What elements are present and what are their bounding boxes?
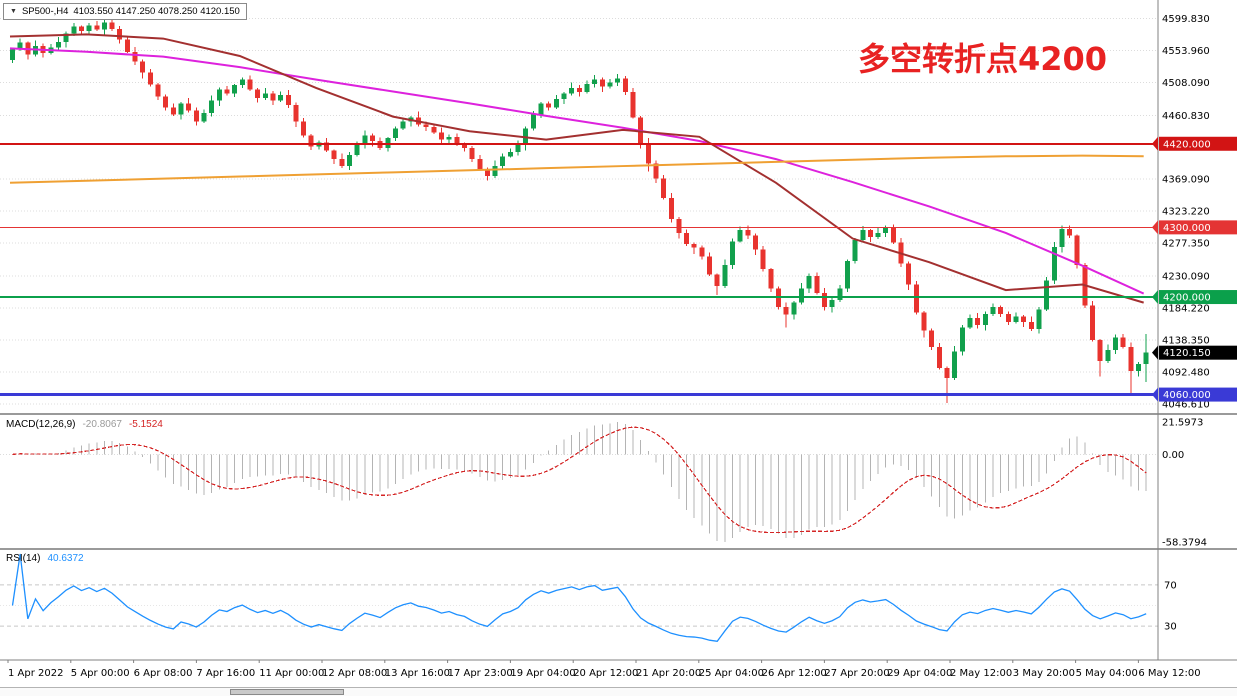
svg-text:1 Apr 2022: 1 Apr 2022 — [8, 668, 63, 679]
svg-text:4369.090: 4369.090 — [1162, 175, 1210, 186]
svg-text:21 Apr 20:00: 21 Apr 20:00 — [636, 668, 701, 679]
svg-text:4599.830: 4599.830 — [1162, 14, 1210, 25]
svg-text:4508.090: 4508.090 — [1162, 78, 1210, 89]
grid — [0, 17, 1158, 405]
svg-text:27 Apr 20:00: 27 Apr 20:00 — [824, 668, 889, 679]
horizontal-level-lines[interactable] — [0, 142, 1158, 397]
svg-text:4138.350: 4138.350 — [1162, 335, 1210, 346]
rsi-value: 40.6372 — [47, 553, 84, 564]
svg-text:4277.350: 4277.350 — [1162, 239, 1210, 250]
svg-text:4420.000: 4420.000 — [1163, 139, 1211, 150]
horizontal-scrollbar[interactable] — [0, 687, 1237, 696]
svg-text:11 Apr 00:00: 11 Apr 00:00 — [259, 668, 324, 679]
svg-text:21.5973: 21.5973 — [1162, 418, 1203, 429]
chart-title-box[interactable]: ▼ SP500-,H4 4103.550 4147.250 4078.250 4… — [3, 3, 247, 20]
svg-text:25 Apr 04:00: 25 Apr 04:00 — [699, 668, 764, 679]
svg-text:29 Apr 04:00: 29 Apr 04:00 — [887, 668, 952, 679]
svg-text:70: 70 — [1164, 580, 1177, 591]
svg-text:4300.000: 4300.000 — [1163, 223, 1211, 234]
svg-text:0.00: 0.00 — [1162, 450, 1184, 461]
svg-text:4553.960: 4553.960 — [1162, 46, 1210, 57]
rsi-name: RSI(14) — [6, 553, 41, 564]
svg-text:3 May 20:00: 3 May 20:00 — [1013, 668, 1075, 679]
svg-text:-58.3794: -58.3794 — [1162, 538, 1207, 549]
svg-text:4046.610: 4046.610 — [1162, 399, 1210, 410]
macd-panel — [0, 422, 1158, 542]
svg-text:4323.220: 4323.220 — [1162, 207, 1210, 218]
svg-text:7 Apr 16:00: 7 Apr 16:00 — [196, 668, 255, 679]
ma-magenta — [9, 47, 1145, 295]
svg-text:2 May 12:00: 2 May 12:00 — [950, 668, 1012, 679]
annotation-text: 多空转折点4200 — [858, 40, 1108, 78]
svg-text:6 Apr 08:00: 6 Apr 08:00 — [134, 668, 193, 679]
macd-value: -20.8067 — [82, 419, 122, 430]
price-axis[interactable]: 4599.830 4553.960 4508.090 4460.830 4369.090… — [1152, 14, 1237, 633]
macd-indicator-label: MACD(12,26,9) -20.8067 -5.1524 — [6, 419, 163, 430]
macd-signal-value: -5.1524 — [128, 419, 163, 430]
ma-darkred — [9, 33, 1144, 304]
svg-text:4060.000: 4060.000 — [1163, 390, 1211, 401]
svg-text:13 Apr 16:00: 13 Apr 16:00 — [385, 668, 450, 679]
svg-text:4230.090: 4230.090 — [1162, 272, 1210, 283]
ohlc-quote: 4103.550 4147.250 4078.250 4120.150 — [73, 6, 240, 17]
symbol-period-label: SP500-,H4 — [21, 6, 69, 17]
svg-text:17 Apr 23:00: 17 Apr 23:00 — [448, 668, 513, 679]
svg-text:30: 30 — [1164, 622, 1177, 633]
svg-text:12 Apr 08:00: 12 Apr 08:00 — [322, 668, 387, 679]
time-axis[interactable]: 1 Apr 2022 5 Apr 00:00 6 Apr 08:00 7 Apr 16… — [0, 659, 1237, 679]
svg-text:19 Apr 04:00: 19 Apr 04:00 — [510, 668, 575, 679]
svg-text:6 May 12:00: 6 May 12:00 — [1138, 668, 1200, 679]
svg-text:5 Apr 00:00: 5 Apr 00:00 — [71, 668, 130, 679]
svg-text:4200.000: 4200.000 — [1163, 293, 1211, 304]
svg-text:26 Apr 12:00: 26 Apr 12:00 — [762, 668, 827, 679]
svg-text:4120.150: 4120.150 — [1163, 348, 1211, 359]
svg-text:4460.830: 4460.830 — [1162, 111, 1210, 122]
scrollbar-thumb[interactable] — [230, 689, 344, 695]
rsi-indicator-label: RSI(14) 40.6372 — [6, 553, 84, 564]
symbol-dropdown-icon[interactable]: ▼ — [10, 8, 17, 15]
svg-text:4184.220: 4184.220 — [1162, 304, 1210, 315]
macd-name: MACD(12,26,9) — [6, 419, 76, 430]
panel-separators[interactable] — [0, 0, 1237, 660]
moving-averages — [9, 33, 1145, 304]
svg-text:4092.480: 4092.480 — [1162, 367, 1210, 378]
ma-orange — [9, 154, 1144, 184]
svg-text:5 May 04:00: 5 May 04:00 — [1076, 668, 1138, 679]
svg-text:20 Apr 12:00: 20 Apr 12:00 — [573, 668, 638, 679]
rsi-panel — [0, 553, 1158, 643]
